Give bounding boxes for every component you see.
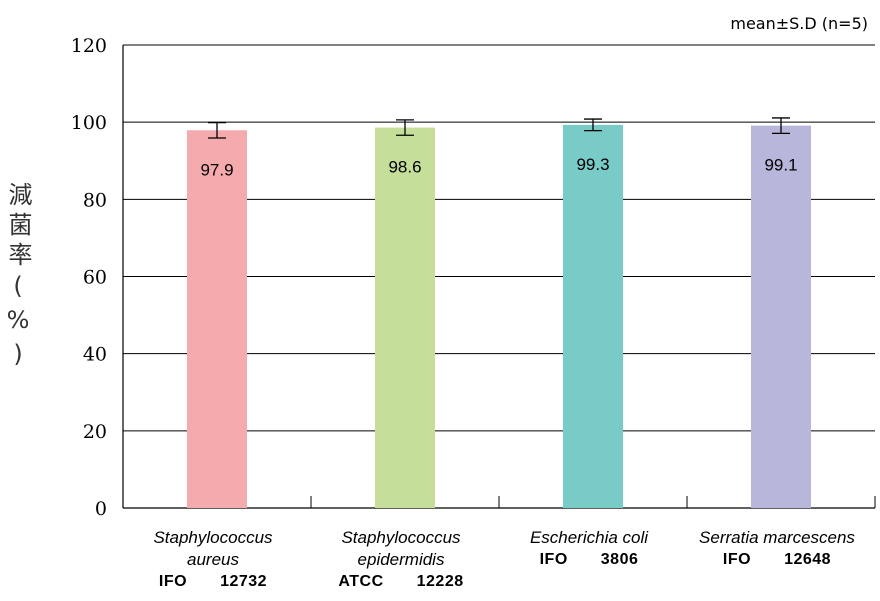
- y-axis-label: 減菌率(%): [4, 182, 32, 374]
- bar: [563, 124, 623, 509]
- species-name-line2: aureus: [187, 550, 239, 569]
- y-tick-label: 20: [83, 421, 107, 443]
- data-label: 99.3: [576, 155, 609, 174]
- strain-id: IFO 3806: [539, 551, 639, 568]
- x-category-label: Staphylococcus aureus IFO 12732: [113, 527, 313, 593]
- y-tick-label: 60: [83, 267, 107, 289]
- strain-id: ATCC 12228: [338, 573, 464, 590]
- y-tick-label: 0: [95, 498, 107, 520]
- y-tick-label: 120: [71, 35, 107, 57]
- data-label: 97.9: [200, 160, 233, 179]
- bar: [751, 125, 811, 509]
- bar: [187, 130, 247, 508]
- species-name-line2: epidermidis: [357, 550, 445, 569]
- strain-id: IFO 12732: [158, 573, 268, 590]
- data-label: 98.6: [388, 158, 421, 177]
- species-name: Staphylococcus: [341, 528, 461, 547]
- species-name: Escherichia coli: [529, 528, 649, 547]
- y-tick-label: 100: [71, 112, 107, 134]
- species-name: Serratia marcescens: [699, 528, 855, 547]
- chart-annotation: mean±S.D (n=5): [730, 14, 868, 33]
- y-tick-label: 80: [83, 189, 107, 211]
- species-name: Staphylococcus: [153, 528, 273, 547]
- bar: [375, 127, 435, 509]
- x-category-label: Staphylococcus epidermidis ATCC 12228: [301, 527, 501, 593]
- x-category-label: Serratia marcescens IFO 12648: [677, 527, 877, 571]
- strain-id: IFO 12648: [722, 551, 832, 568]
- y-tick-label: 40: [83, 344, 107, 366]
- x-category-label: Escherichia coli IFO 3806: [489, 527, 689, 571]
- data-label: 99.1: [764, 156, 797, 175]
